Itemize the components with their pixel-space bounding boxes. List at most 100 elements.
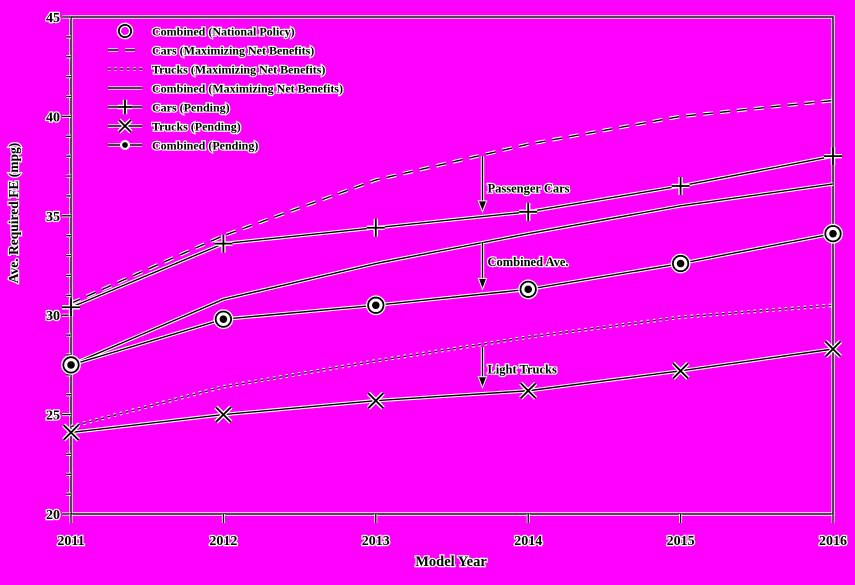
filled-circle-marker: [826, 227, 839, 240]
legend-item-label: Trucks (Maximizing Net Benefits): [152, 63, 325, 77]
y-axis-title: Ave. Required FE (mpg): [6, 143, 21, 284]
annotation-light-trucks: Light Trucks: [477, 347, 558, 390]
plus-marker: [519, 202, 538, 221]
x-marker: [214, 405, 233, 424]
filled-circle-marker: [674, 257, 687, 270]
annotation-arrowhead-icon: [477, 200, 488, 214]
plot-frame: [69, 15, 835, 516]
series-combined-maximizing-net-benefits-line: [70, 183, 834, 366]
x-axis-title: Model Year: [415, 554, 487, 570]
filled-circle-marker-icon: [674, 257, 687, 270]
annotation-label: Combined Ave.: [487, 255, 568, 269]
legend-plus-marker: [117, 99, 133, 115]
legend: Combined (National Policy) Cars (Maximizi…: [108, 22, 344, 154]
x-marker-icon: [62, 424, 80, 441]
x-tick-label: 2013: [362, 534, 390, 549]
open-circle-marker-icon: [117, 23, 133, 39]
plus-marker: [62, 298, 80, 317]
series-combined-maximizing-net-benefits: [70, 182, 834, 367]
legend-item-label: Combined (Pending): [152, 139, 258, 153]
series-lines: [70, 98, 834, 435]
series-trucks-pending: [70, 347, 834, 435]
x-tick-label: 2011: [57, 534, 84, 549]
x-marker: [671, 361, 690, 380]
x-marker-icon: [824, 340, 842, 358]
open-circle-marker-icon: [62, 356, 80, 374]
y-tick-label: 25: [46, 409, 60, 424]
x-marker: [519, 381, 538, 400]
legend-item-label: Trucks (Pending): [152, 120, 241, 134]
open-circle-marker: [365, 295, 386, 316]
open-circle-marker: [670, 253, 691, 274]
open-circle-marker: [61, 354, 81, 375]
legend-item-cars-maximizing-net-benefits: Cars (Maximizing Net Benefits): [108, 42, 315, 59]
x-tick-label: 2016: [819, 534, 847, 549]
x-marker: [823, 339, 843, 359]
legend-open-circle-marker: [116, 22, 134, 40]
plus-marker: [824, 147, 842, 166]
markers-cars-pending: [62, 147, 842, 317]
open-circle-marker: [518, 279, 539, 300]
plus-marker-icon: [671, 176, 690, 195]
open-circle-marker-icon: [214, 310, 232, 328]
annotation-arrowhead-icon: [477, 376, 488, 390]
x-marker-icon: [672, 362, 689, 380]
series-cars-maximizing-net-benefits: [70, 98, 834, 305]
series-cars-pending-line: [70, 155, 834, 308]
series-trucks-pending-line: [70, 348, 834, 434]
y-tick-label: 35: [46, 210, 60, 225]
plus-marker-icon: [117, 99, 133, 115]
filled-circle-marker-icon: [217, 313, 230, 326]
x-marker-icon: [367, 392, 384, 409]
annotations: Passenger Cars Combined Ave. Light Trucks: [477, 156, 571, 390]
legend-item-combined-national-policy: Combined (National Policy): [116, 22, 296, 40]
series-markers: [61, 147, 843, 442]
filled-circle-marker-icon: [64, 358, 77, 371]
open-circle-marker-icon: [671, 254, 690, 273]
plus-marker-icon: [824, 147, 842, 166]
legend-item-trucks-maximizing-net-benefits: Trucks (Maximizing Net Benefits): [108, 61, 327, 78]
x-marker: [366, 391, 385, 410]
filled-circle-marker: [64, 358, 77, 371]
x-marker-icon: [520, 382, 537, 399]
legend-x-marker: [117, 118, 133, 134]
annotation-arrowhead-icon: [477, 277, 488, 291]
y-tick-label: 20: [46, 508, 60, 523]
filled-circle-marker-icon: [369, 299, 382, 312]
legend-item-trucks-pending: Trucks (Pending): [108, 118, 242, 135]
annotation-label: Passenger Cars: [487, 181, 569, 195]
filled-circle-marker-icon: [119, 139, 131, 151]
plus-marker: [671, 176, 690, 195]
series-cars-maximizing-net-benefits-line: [70, 99, 834, 304]
plus-marker: [366, 218, 385, 237]
plus-marker-icon: [214, 234, 233, 253]
x-marker-icon: [215, 406, 232, 423]
filled-circle-marker-icon: [522, 283, 535, 296]
y-tick-label: 40: [46, 110, 60, 125]
filled-circle-marker: [522, 283, 535, 296]
plot-frame-border: [70, 16, 834, 515]
series-combined-pending: [70, 231, 834, 367]
markers-combined-pending: [64, 227, 839, 371]
series-combined-pending-line: [70, 233, 834, 366]
open-circle-marker-icon: [367, 296, 385, 314]
open-circle-marker: [213, 309, 234, 330]
legend-item-cars-pending: Cars (Pending): [108, 99, 231, 116]
y-axis: 20 25 30 35 40 45: [45, 10, 71, 524]
x-marker-icon: [118, 119, 132, 133]
open-circle-marker: [823, 223, 843, 244]
filled-circle-marker: [217, 313, 230, 326]
series-cars-pending: [70, 154, 834, 309]
legend-item-label: Cars (Pending): [152, 101, 230, 115]
x-tick-label: 2014: [514, 534, 542, 549]
y-tick-label: 30: [46, 309, 60, 324]
plot-area: 20 25 30 35 40 45 2011 2012 2013 2014 2015 2016 Pass…: [45, 10, 848, 550]
plus-marker-icon: [519, 202, 538, 221]
plus-marker-icon: [366, 218, 385, 237]
plus-marker: [214, 234, 233, 253]
markers-combined-national-policy: [61, 223, 843, 375]
x-axis: 2011 2012 2013 2014 2015 2016: [56, 514, 848, 550]
